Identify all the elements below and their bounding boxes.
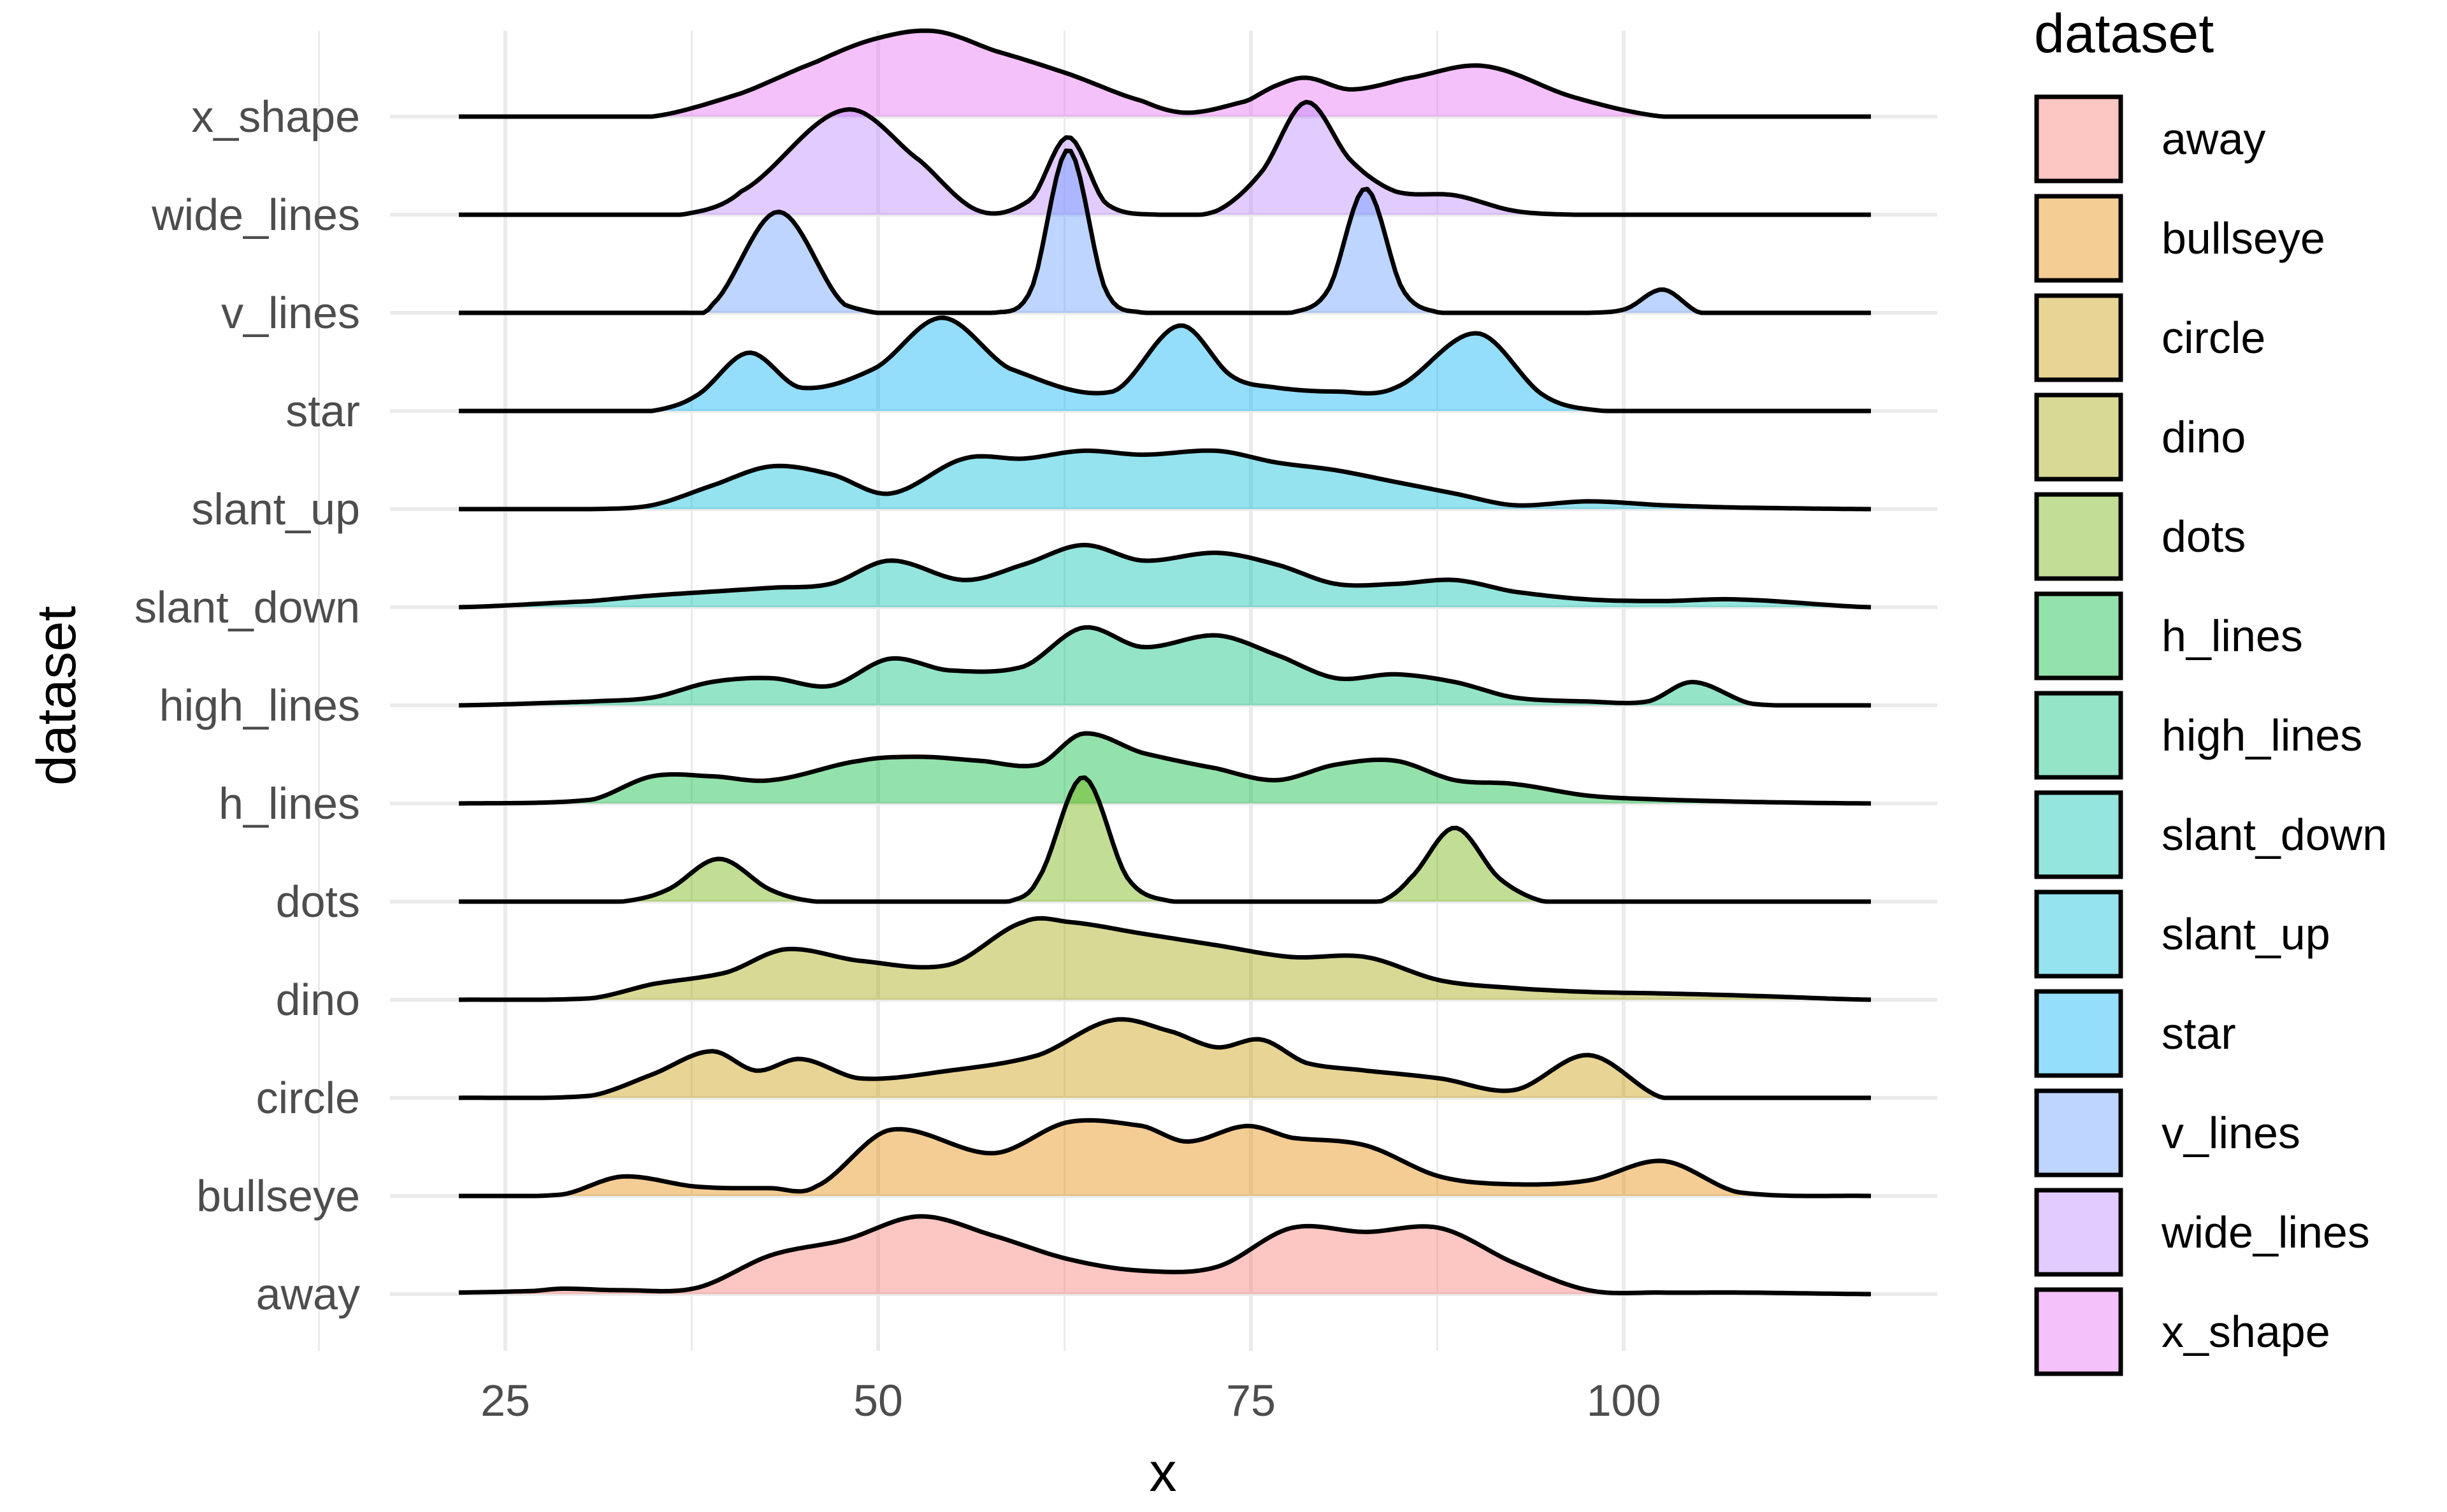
legend-label: slant_up — [2162, 909, 2330, 959]
legend-label: bullseye — [2162, 213, 2325, 263]
legend-label: h_lines — [2162, 611, 2303, 661]
y-tick-label: slant_up — [191, 484, 360, 534]
legend-key-star — [2034, 989, 2123, 1078]
legend-key-bg — [2034, 889, 2123, 979]
y-tick-label: bullseye — [196, 1171, 360, 1221]
legend-key-bg — [2034, 1188, 2123, 1277]
ridge-line-circle — [458, 1017, 1871, 1100]
legend-key-v_lines — [2034, 1088, 2123, 1177]
ridge-line-slant_up — [459, 448, 1871, 512]
legend-key-circle — [2034, 293, 2123, 382]
ridge-area-star — [459, 317, 1871, 411]
legend-key-x_shape — [2034, 1287, 2123, 1376]
ridge-area-away — [459, 1216, 1871, 1294]
x-axis-ticks: 25 50 75 100 — [480, 1376, 1661, 1425]
ridge-area-wide_lines — [459, 102, 1871, 215]
legend-label: slant_down — [2162, 810, 2387, 860]
y-tick-label: high_lines — [159, 680, 360, 730]
legend-label: dots — [2162, 512, 2246, 561]
legend-label: star — [2162, 1009, 2236, 1058]
ridge-line-x_shape — [459, 28, 1871, 119]
ridge-line-away — [458, 1214, 1871, 1297]
ridge-area-slant_down — [459, 545, 1871, 607]
legend-key-slant_down — [2034, 790, 2123, 879]
legend-key-slant_up — [2034, 889, 2123, 979]
legend-key-bg — [2034, 94, 2123, 184]
ridge-area-circle — [459, 1019, 1871, 1098]
ridge-line-bullseye — [459, 1118, 1872, 1199]
legend-key-bg — [2034, 989, 2123, 1078]
legend-label: high_lines — [2162, 710, 2362, 760]
legend-key-bullseye — [2034, 194, 2123, 283]
legend-label: wide_lines — [2161, 1207, 2370, 1257]
y-tick-label: slant_down — [134, 582, 360, 632]
legend-key-bg — [2034, 1287, 2123, 1376]
legend-label: circle — [2162, 313, 2265, 363]
y-tick-label: wide_lines — [151, 190, 360, 240]
y-tick-label: dino — [276, 975, 360, 1025]
legend-key-dots — [2034, 492, 2123, 581]
x-tick-label: 25 — [480, 1376, 530, 1425]
y-tick-label: h_lines — [219, 779, 360, 828]
legend-key-h_lines — [2034, 591, 2123, 680]
ridge-area-x_shape — [459, 31, 1871, 117]
ridge-line-wide_lines — [459, 99, 1871, 217]
legend-key-bg — [2034, 691, 2123, 780]
x-tick-label: 50 — [853, 1376, 903, 1425]
ridge-line-dino — [459, 916, 1872, 1002]
y-axis-title: dataset — [26, 606, 87, 786]
legend-key-high_lines — [2034, 691, 2123, 780]
legend-key-bg — [2034, 293, 2123, 382]
ridge-line-v_lines — [459, 148, 1871, 315]
ridge-area-bullseye — [459, 1120, 1871, 1196]
ridge-area-dino — [459, 918, 1871, 1000]
ridge-area-slant_up — [459, 450, 1871, 509]
legend-key-bg — [2034, 790, 2123, 879]
y-tick-label: x_shape — [191, 92, 360, 141]
ridge-line-h_lines — [458, 731, 1872, 806]
ridge-line-slant_down — [458, 542, 1872, 610]
ridge-series — [458, 28, 1872, 1297]
y-tick-label: star — [285, 386, 360, 436]
y-axis-ticks: away bullseye circle dino dots h_lines high_li… — [134, 92, 360, 1319]
legend-key-bg — [2034, 1088, 2123, 1177]
x-tick-label: 100 — [1587, 1376, 1661, 1425]
ridge-line-dots — [459, 775, 1871, 904]
ridge-line-high_lines — [458, 625, 1871, 708]
y-tick-label: v_lines — [221, 288, 360, 338]
legend-key-wide_lines — [2034, 1188, 2123, 1277]
x-tick-label: 75 — [1226, 1376, 1276, 1425]
legend-key-bg — [2034, 392, 2123, 482]
ridge-line-star — [459, 315, 1871, 414]
legend-key-bg — [2034, 591, 2123, 680]
legend: dataset away bullseye circle dino dots h_line… — [2034, 3, 2387, 1376]
ridge-area-v_lines — [459, 150, 1871, 313]
legend-key-dino — [2034, 392, 2123, 482]
ridge-area-h_lines — [459, 733, 1871, 803]
x-axis-title: x — [1150, 1442, 1177, 1503]
legend-label: away — [2162, 114, 2265, 164]
legend-key-away — [2034, 94, 2123, 184]
y-tick-label: circle — [256, 1073, 360, 1123]
y-tick-label: dots — [276, 877, 360, 926]
legend-key-bg — [2034, 492, 2123, 581]
legend-key-bg — [2034, 194, 2123, 283]
legend-label: v_lines — [2162, 1108, 2300, 1158]
legend-label: x_shape — [2162, 1307, 2330, 1357]
legend-title: dataset — [2034, 3, 2214, 64]
legend-label: dino — [2162, 412, 2246, 462]
y-tick-label: away — [256, 1269, 360, 1319]
